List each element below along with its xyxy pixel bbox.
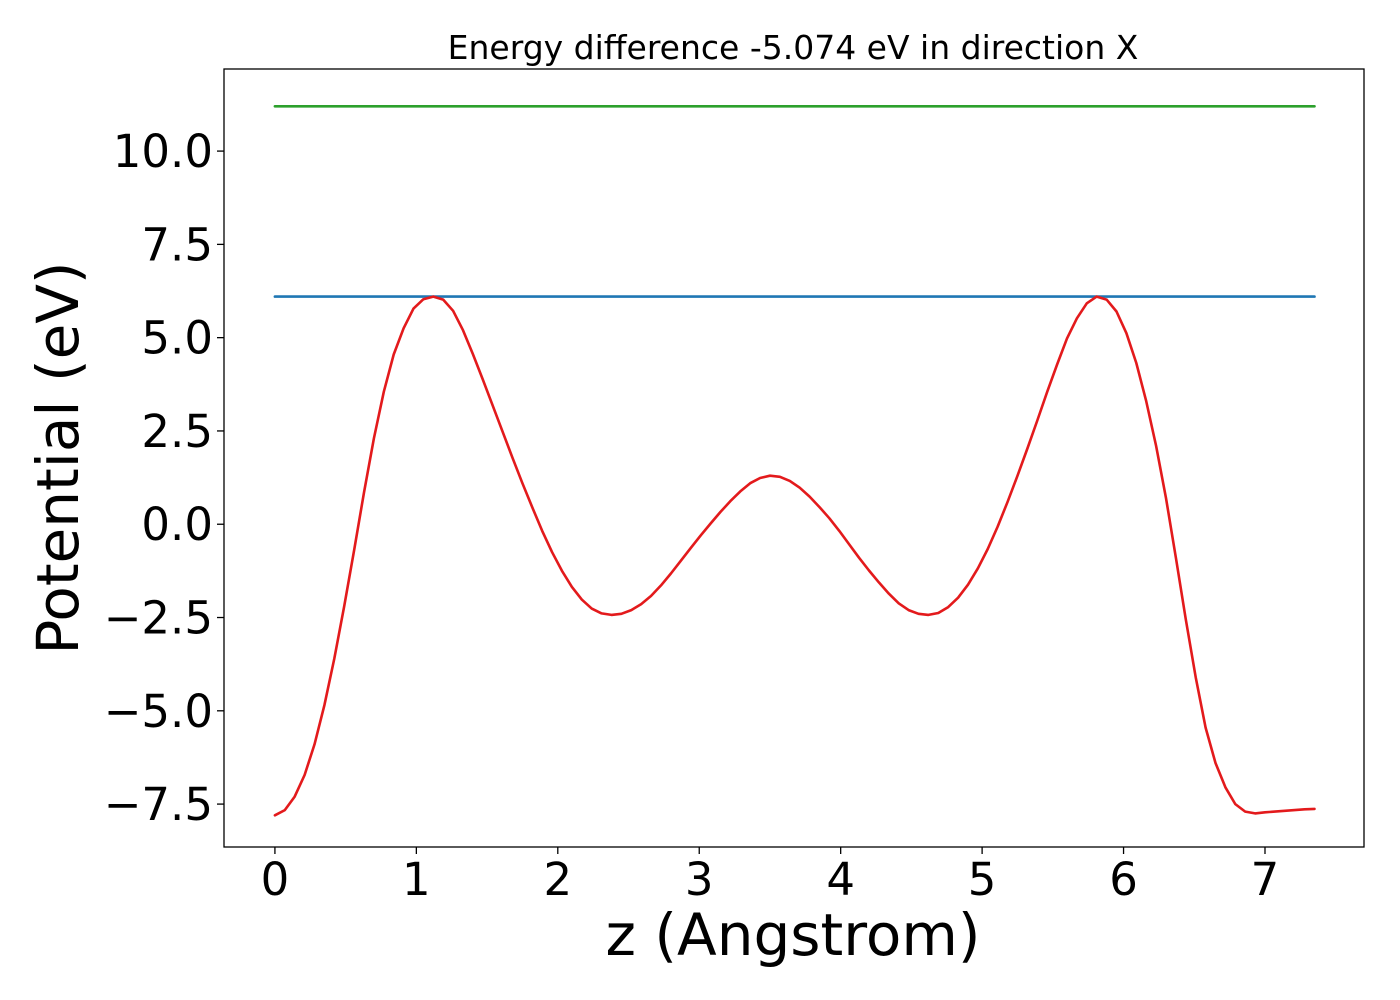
y-tick-label: −5.0 xyxy=(104,685,213,738)
plot-area xyxy=(273,105,1316,817)
x-tick-label: 3 xyxy=(685,853,714,906)
x-tick-label: 7 xyxy=(1251,853,1280,906)
x-tick-label: 1 xyxy=(402,853,431,906)
plot-frame xyxy=(223,68,1365,848)
x-tick-label: 5 xyxy=(968,853,997,906)
x-axis: 0 1 2 3 4 5 6 7 xyxy=(261,847,1280,906)
chart-title: Energy difference -5.074 eV in direction… xyxy=(448,28,1139,67)
y-axis-label: Potential (eV) xyxy=(24,261,92,654)
x-axis-label: z (Angstrom) xyxy=(606,901,981,969)
y-tick-label: 5.0 xyxy=(141,312,213,365)
x-tick-label: 6 xyxy=(1109,853,1138,906)
series-line-2 xyxy=(273,295,1316,817)
y-tick-label: −2.5 xyxy=(104,592,213,645)
y-tick-label: 0.0 xyxy=(141,498,213,551)
y-tick-label: 7.5 xyxy=(141,218,213,271)
x-tick-label: 0 xyxy=(261,853,290,906)
y-tick-label: 10.0 xyxy=(113,125,213,178)
y-tick-label: −7.5 xyxy=(104,778,213,831)
x-tick-label: 2 xyxy=(543,853,572,906)
y-tick-label: 2.5 xyxy=(141,405,213,458)
y-axis: −7.5 −5.0 −2.5 0.0 2.5 5.0 7.5 10.0 xyxy=(104,125,224,831)
x-tick-label: 4 xyxy=(826,853,855,906)
